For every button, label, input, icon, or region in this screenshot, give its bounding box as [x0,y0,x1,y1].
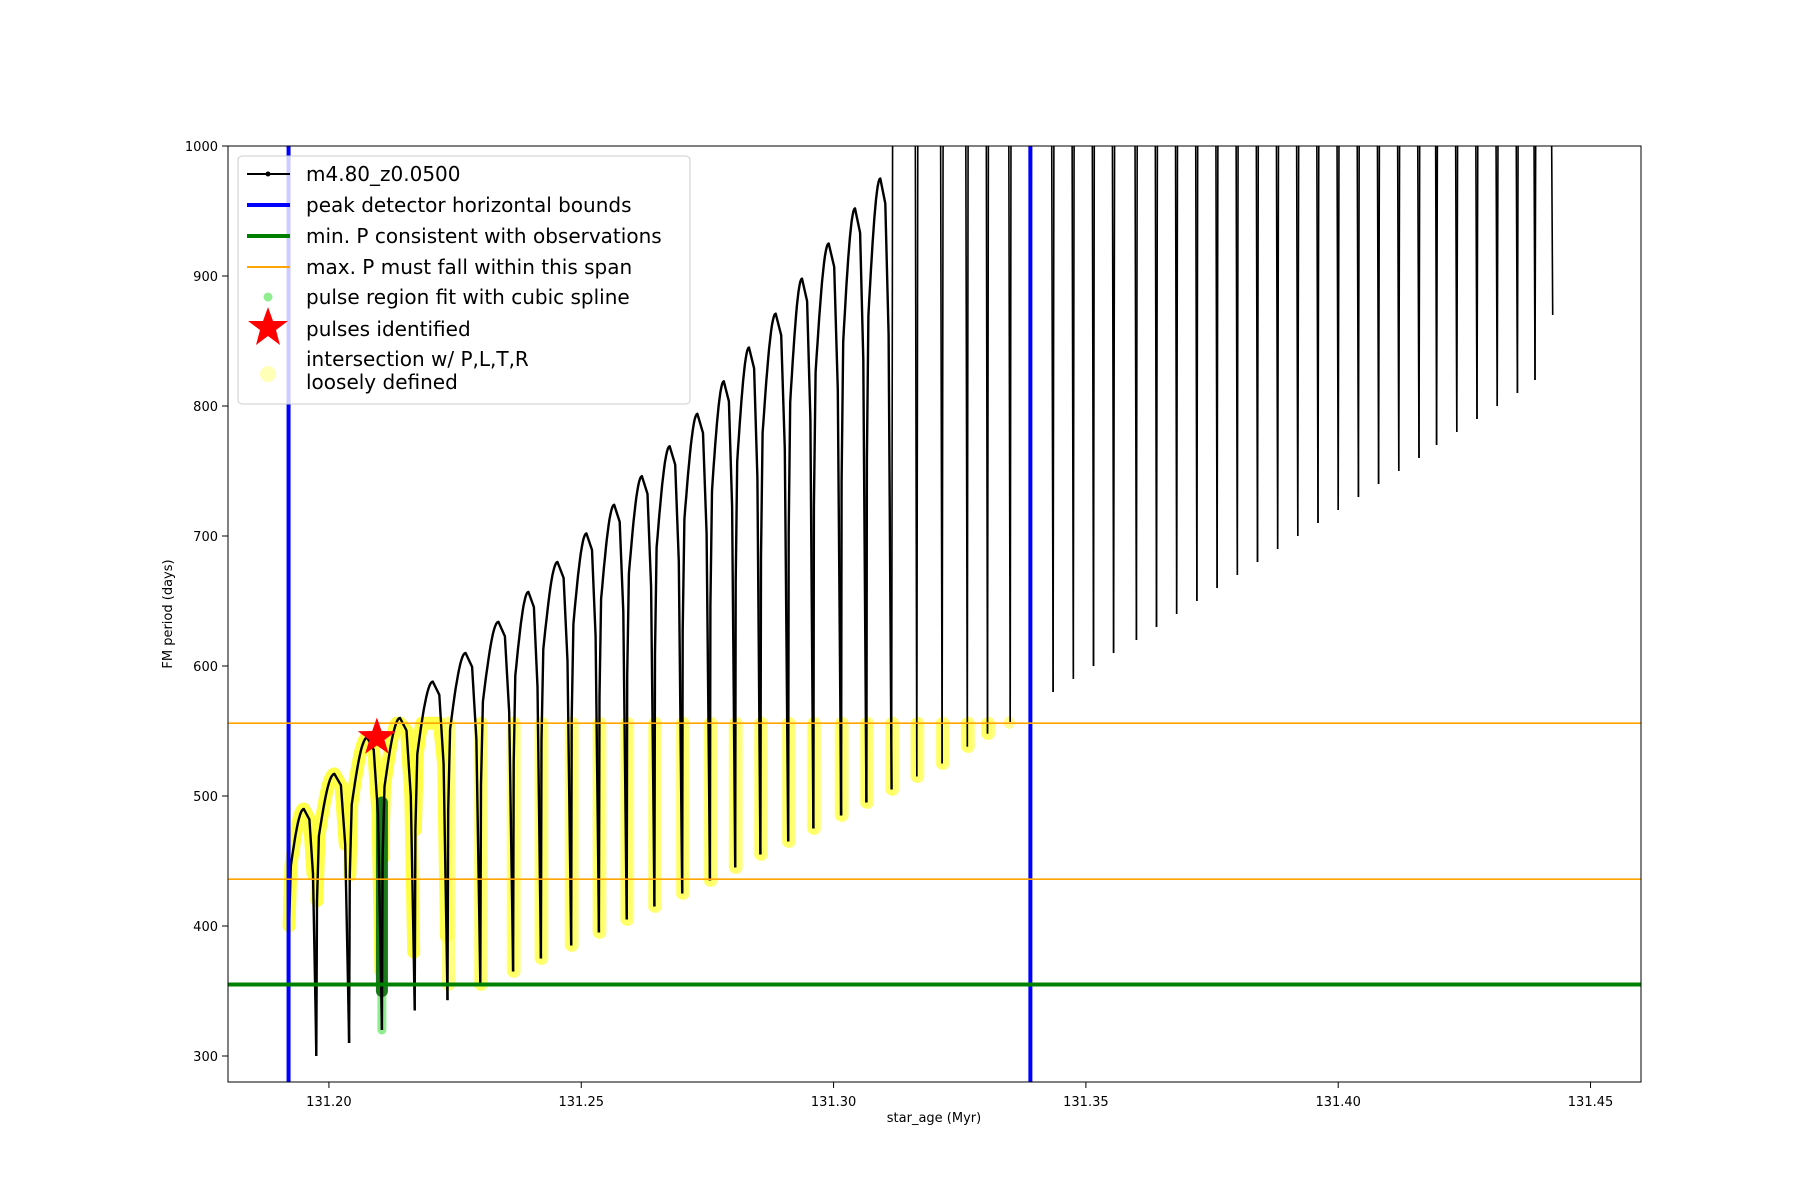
series-cycle [1236,146,1259,576]
y-tick-label: 400 [193,920,218,935]
legend-entry-intersection: intersection w/ P,L,T,R loosely defined [260,347,529,394]
x-axis-ticks: 131.20 131.25 131.30 131.35 131.40 131.45 [306,1082,1613,1110]
legend-entry-pulses: pulses identified [248,307,471,345]
y-axis-label: FM period (days) [161,559,176,668]
y-tick-label: 300 [193,1050,218,1065]
legend: m4.80_z0.0500 peak detector horizontal b… [237,155,691,405]
series-cycle [1534,146,1554,381]
series-cycle [681,412,712,894]
series-cycle [1052,146,1075,693]
legend-label-intersection-line2: loosely defined [306,370,458,394]
legend-entry-blue-bounds: peak detector horizontal bounds [247,193,632,217]
legend-label-intersection: intersection w/ P,L,T,R [306,347,529,371]
series-cycle [287,807,318,1070]
x-tick-label: 131.30 [811,1095,857,1110]
series-cycle [1377,146,1400,485]
x-tick-label: 131.45 [1568,1095,1614,1110]
pulse-identified-star [357,717,396,754]
y-tick-label: 700 [193,530,218,545]
legend-marker-intersection [260,366,276,382]
series-cycle [812,242,843,829]
y-tick-label: 500 [193,790,218,805]
series-cycle [1175,146,1198,615]
series-cycle [941,146,969,764]
series-cycle [1112,146,1138,654]
legend-entry-green-min: min. P consistent with observations [247,224,662,248]
legend-label-green-min: min. P consistent with observations [306,224,662,248]
legend-marker-spline [263,292,273,302]
series-cycle [413,680,449,1011]
series-cycle [597,503,628,933]
series-cycle [1135,146,1158,641]
pulses-layer [357,717,396,754]
legend-marker-dot [265,171,271,177]
series-cycle [1496,146,1519,407]
y-tick-label: 1000 [185,140,218,155]
series-cycle [1337,146,1360,511]
series-cycle [315,772,351,1057]
legend-label-spline: pulse region fit with cubic spline [306,285,630,309]
series-cycle [1216,146,1239,589]
series-cycle [1297,146,1319,537]
series-cycle [1398,146,1420,472]
plot-frame [227,145,1642,1083]
series-cycle [1357,146,1380,498]
series-cycle [966,146,989,747]
series-cycle [1317,146,1339,524]
series-cycle [1456,146,1478,433]
series-cycle [446,651,482,1001]
series-cycle [1516,146,1536,394]
x-axis-label: star_age (Myr) [887,1111,981,1126]
series-cycle [787,277,815,842]
legend-entry-series: m4.80_z0.0500 [247,162,461,186]
series-cycle [865,177,893,803]
x-tick-label: 131.20 [306,1095,352,1110]
series-cycle [890,146,918,790]
series-cycle [1276,146,1299,550]
x-tick-label: 131.35 [1063,1095,1109,1110]
series-cycle [708,380,737,881]
series-cycle [986,146,1011,734]
y-tick-label: 800 [193,400,218,415]
series-cycle [1196,146,1218,602]
x-tick-label: 131.25 [559,1095,605,1110]
legend-label-orange-span: max. P must fall within this span [306,255,632,279]
series-cycle [1072,146,1095,680]
series-cycle [839,207,868,816]
legend-label-series: m4.80_z0.0500 [306,162,461,186]
legend-entry-orange-span: max. P must fall within this span [247,255,632,279]
data-layer [228,146,1641,1082]
series-cycle [1476,146,1498,420]
legend-entry-spline: pulse region fit with cubic spline [263,285,630,309]
x-tick-label: 131.40 [1315,1095,1361,1110]
series-cycle [539,560,573,959]
series-cycle [625,475,656,920]
series-cycle [570,532,601,946]
legend-label-pulses: pulses identified [306,317,471,341]
legend-label-blue-bounds: peak detector horizontal bounds [306,193,632,217]
series-cycle [1418,146,1438,459]
series-cycle [759,312,790,855]
y-axis-ticks: 300 400 500 600 700 800 900 1000 [185,140,228,1065]
series-cycle [1256,146,1279,563]
series-cycle [1155,146,1178,628]
series-cycle [479,620,515,985]
y-tick-label: 600 [193,660,218,675]
y-tick-label: 900 [193,270,218,285]
series-cycle [1092,146,1115,667]
legend-box [237,155,691,405]
series-cycle [1435,146,1458,446]
series-cycle [734,346,762,868]
legend-marker-star [248,307,288,345]
series-cycle [653,445,684,907]
series-cycle [511,590,543,972]
series-cycle [916,146,943,777]
